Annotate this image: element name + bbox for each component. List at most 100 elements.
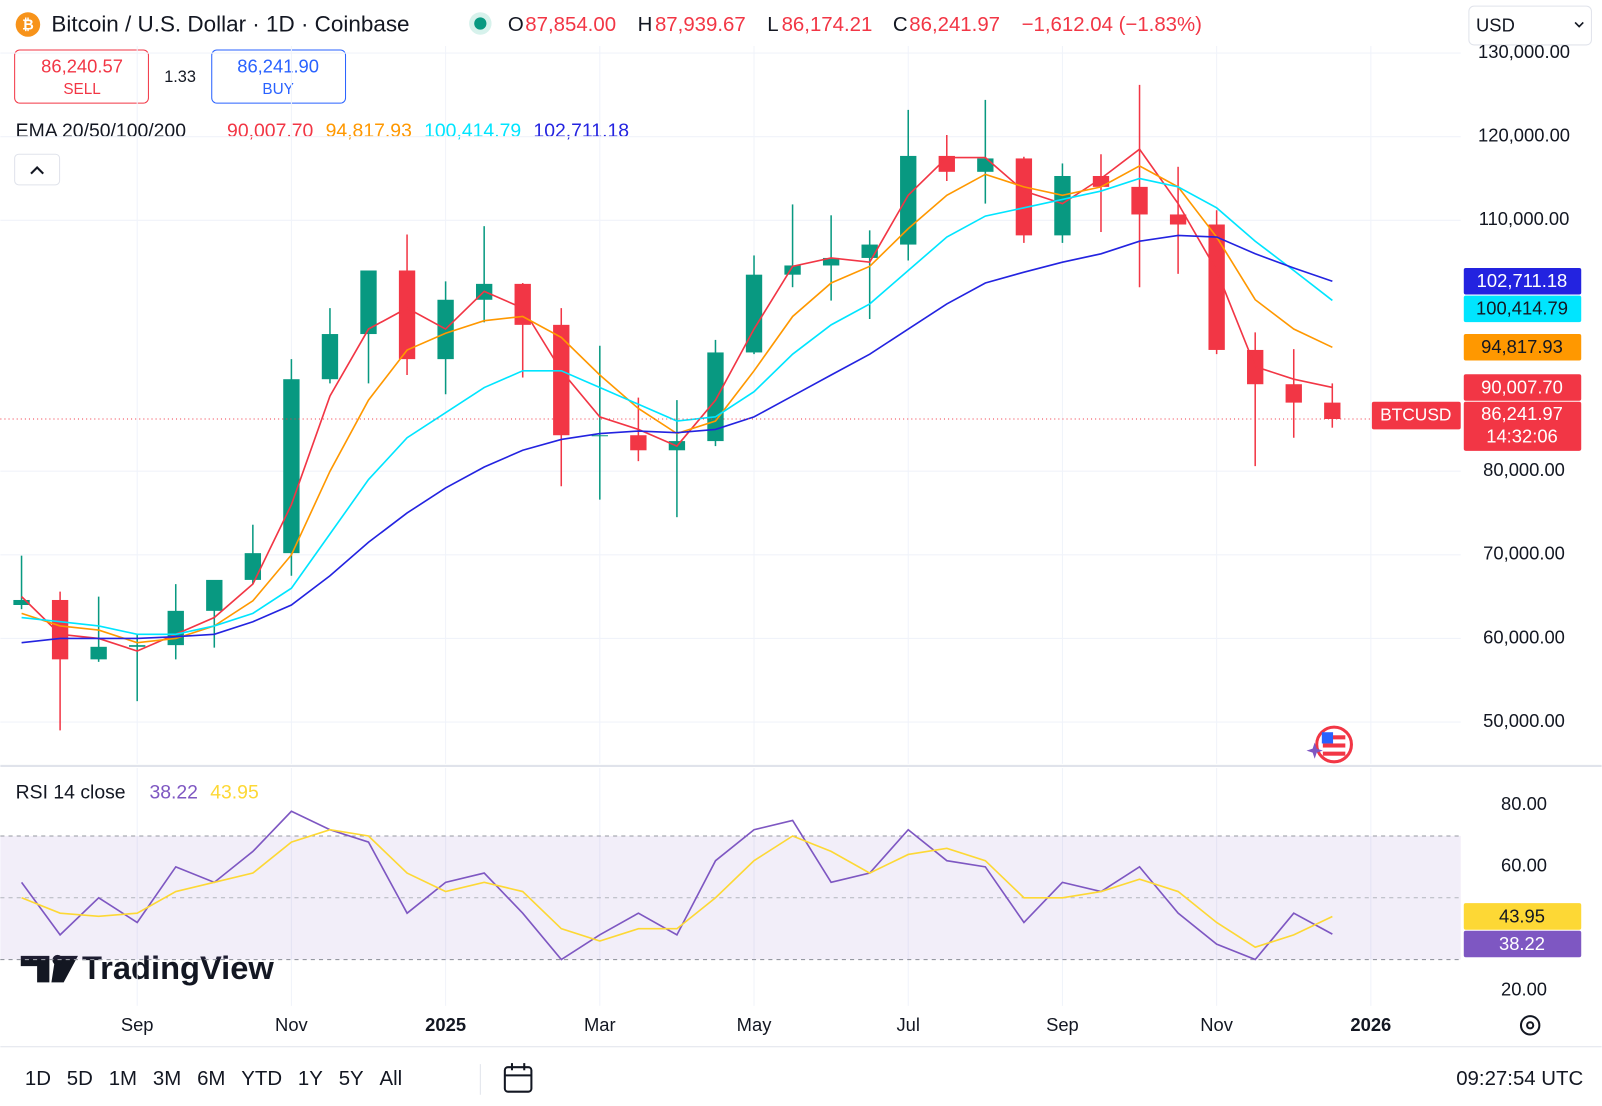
candle-body (745, 274, 763, 353)
candle-body (13, 599, 30, 605)
value-label: 102,711.18 (1477, 270, 1568, 291)
candle-body (1131, 186, 1148, 215)
range-button[interactable]: 1D (25, 1068, 51, 1090)
candle-body (206, 579, 223, 611)
settings-icon[interactable] (1519, 1015, 1541, 1036)
value-label: 100,414.79 (1476, 298, 1568, 319)
buy-button[interactable] (211, 49, 347, 104)
y-tick-label: 110,000.00 (1479, 208, 1570, 229)
spread: 1.33 (164, 68, 196, 86)
currency: USD (1476, 14, 1515, 35)
candle-body (51, 599, 69, 660)
y-tick-label: 70,000.00 (1483, 543, 1565, 564)
sell-label: SELL (63, 81, 100, 98)
buy-label: BUY (262, 81, 293, 98)
symbol-label: BTCUSD (1380, 405, 1451, 425)
indicator-line (20, 810, 1333, 961)
candle-body (244, 553, 262, 580)
candle-body (1054, 175, 1071, 236)
y-tick-label: 120,000.00 (1478, 125, 1570, 146)
price-label-box (1463, 401, 1582, 451)
candle-body (1092, 175, 1110, 187)
legend-value: 94,817.93 (326, 120, 412, 142)
candle-body (900, 155, 917, 245)
indicator-line (21, 177, 1333, 636)
y-tick-label: 60,000.00 (1483, 626, 1565, 647)
indicator-legend[interactable]: EMA 20/50/100/200 (16, 120, 187, 142)
clock: 09:27:54 UTC (1456, 1068, 1583, 1090)
y-tick-label: 50,000.00 (1483, 710, 1565, 731)
watermark: TradingView (20, 949, 274, 986)
indicator-line (21, 828, 1333, 949)
candle-body (398, 270, 416, 360)
value-label: 90,007.70 (1481, 376, 1563, 397)
range-button[interactable]: YTD (241, 1068, 282, 1090)
countdown: 14:32:06 (1486, 425, 1558, 446)
y-tick-label: 80.00 (1501, 793, 1547, 814)
ohlc-key: O (508, 14, 524, 36)
value-label-box (1463, 903, 1582, 930)
chevron-up (30, 166, 44, 175)
legend-value: 100,414.79 (424, 120, 521, 142)
sell-price: 86,240.57 (41, 55, 123, 76)
value-label: 94,817.93 (1481, 336, 1563, 357)
value-label: 43.95 (1499, 905, 1545, 926)
x-tick-label: Sep (1046, 1014, 1079, 1035)
candle-body (977, 158, 994, 172)
candle-body (1208, 224, 1225, 350)
candle-body (129, 645, 146, 647)
range-button[interactable]: 3M (153, 1068, 181, 1090)
range-button[interactable]: 5Y (339, 1068, 364, 1090)
ohlc-value: 87,854.00 (525, 14, 616, 36)
ohlc-key: L (767, 14, 778, 36)
legend-value: 90,007.70 (227, 120, 313, 142)
y-tick-label: 130,000.00 (1478, 41, 1570, 62)
flag-icon (1306, 725, 1353, 764)
range-button[interactable]: 1Y (298, 1068, 323, 1090)
currency-select[interactable] (1468, 5, 1592, 46)
legend-value: 38.22 (149, 782, 198, 804)
coin-icon (15, 12, 41, 37)
indicator-line (21, 148, 1333, 652)
buy-price: 86,241.90 (237, 55, 319, 76)
candle-body (630, 435, 647, 451)
ohlc-value: 86,174.21 (782, 14, 873, 36)
candle-body (283, 379, 300, 554)
candle-body (822, 257, 840, 266)
candle-body (90, 646, 107, 660)
candle-body (1285, 384, 1302, 403)
ohlc-key: H (638, 14, 653, 36)
x-tick-label: Nov (275, 1014, 308, 1035)
ohlc-value: 87,939.67 (655, 14, 746, 36)
rsi-legend[interactable]: RSI 14 close (16, 782, 126, 804)
value-label: 38.22 (1499, 933, 1545, 954)
chevron (1574, 21, 1584, 28)
x-tick-label: Jul (896, 1014, 919, 1035)
sell-button[interactable] (14, 49, 149, 104)
symbol-title[interactable]: Bitcoin / U.S. Dollar · 1D · Coinbase (51, 11, 409, 36)
x-tick-label: 2025 (425, 1014, 466, 1035)
candle-body (321, 334, 339, 380)
ohlc-key: C (893, 14, 908, 36)
y-tick-label: 60.00 (1501, 855, 1547, 876)
candle-body (784, 265, 801, 275)
range-button[interactable]: 6M (197, 1068, 225, 1090)
collapse-button[interactable] (14, 153, 61, 186)
x-tick-label: Sep (121, 1014, 154, 1035)
y-tick-label: 20.00 (1501, 978, 1547, 999)
range-button[interactable]: 1M (109, 1068, 137, 1090)
candle-body (360, 270, 377, 335)
x-tick-label: May (737, 1014, 773, 1035)
range-button[interactable]: All (380, 1068, 403, 1090)
candle-body (1324, 402, 1341, 419)
ohlc-value: 86,241.97 (909, 14, 1000, 36)
x-tick-label: Nov (1200, 1014, 1233, 1035)
x-tick-label: 2026 (1350, 1014, 1391, 1035)
symbol-label-box (1371, 401, 1461, 430)
rsi-legend-values: 38.22 43.95 (149, 782, 258, 804)
calendar-icon[interactable] (503, 1063, 533, 1093)
range-button[interactable]: 5D (67, 1068, 93, 1090)
candle-body (167, 610, 184, 646)
